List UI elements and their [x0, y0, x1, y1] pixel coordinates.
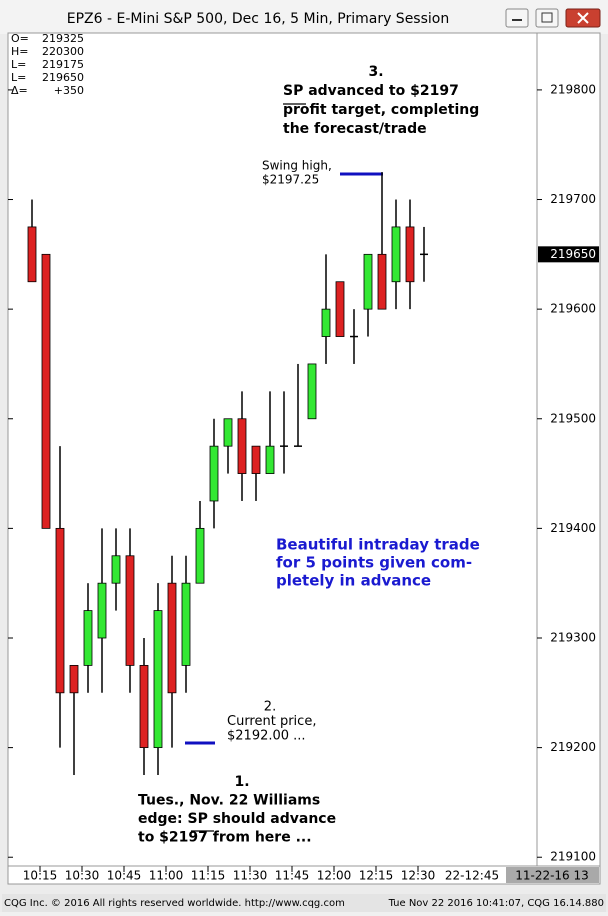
status-bar — [2, 894, 606, 912]
annotation: pletely in advance — [276, 572, 431, 590]
annotation: to $2197 from here ... — [138, 830, 312, 846]
y-tick-label: 219700 — [550, 192, 596, 206]
candle-body — [111, 555, 121, 584]
last-price-label: 219650 — [550, 247, 596, 261]
annotation: the forecast/trade — [283, 121, 427, 137]
time-axis — [7, 865, 601, 885]
candle-body — [41, 253, 51, 529]
x-tick-label: 10:45 — [107, 869, 142, 883]
candle-body — [223, 418, 233, 447]
annotation: $2197.25 — [262, 173, 319, 187]
x-tick-label: 11:45 — [275, 869, 310, 883]
last-price-box — [538, 246, 599, 263]
candle-body — [167, 582, 177, 694]
annotation: $2192.00 ... — [227, 729, 306, 744]
summary-value: 220300 — [42, 45, 84, 58]
annotation: Beautiful intraday trade — [276, 536, 480, 554]
candle-body — [181, 582, 191, 666]
summary-label: O= — [11, 32, 29, 45]
y-tick-label: 219600 — [550, 302, 596, 316]
candle-body — [307, 363, 317, 420]
annotation: profit target, completing — [283, 102, 479, 118]
candle-body — [209, 445, 219, 502]
candle-body — [125, 555, 135, 666]
candle-body — [391, 226, 401, 283]
x-extra-label: 22-12:45 — [445, 869, 499, 883]
candle-body — [251, 445, 261, 474]
x-tick-label: 12:00 — [317, 869, 352, 883]
maximize-button[interactable] — [535, 8, 559, 28]
candle-body — [335, 281, 345, 337]
summary-value: +350 — [54, 84, 84, 97]
candle-body — [195, 527, 205, 584]
candle-body — [97, 582, 107, 639]
summary-label: Δ= — [11, 84, 28, 97]
annotation: 1. — [234, 774, 249, 790]
summary-label: H= — [11, 45, 29, 58]
candle-body — [55, 527, 65, 694]
x-tick-label: 10:15 — [23, 869, 58, 883]
window-title: EPZ6 - E-Mini S&P 500, Dec 16, 5 Min, Pr… — [67, 11, 449, 27]
candle-body — [265, 445, 275, 474]
candle-body — [27, 226, 37, 283]
summary-value: 219175 — [42, 58, 84, 71]
summary-value: 219325 — [42, 32, 84, 45]
candle-body — [153, 610, 163, 749]
annotation: Swing high, — [262, 159, 332, 173]
x-tick-label: 11:30 — [233, 869, 268, 883]
candle-body — [237, 418, 247, 474]
footer-right: Tue Nov 22 2016 10:41:07, CQG 16.14.880 — [388, 898, 604, 909]
annotation: Tues., Nov. 22 Williams — [138, 793, 320, 809]
summary-value: 219650 — [42, 71, 84, 84]
candle-body — [377, 253, 387, 310]
x-tick-label: 12:30 — [401, 869, 436, 883]
x-tick-label: 10:30 — [65, 869, 100, 883]
candle-body — [321, 308, 331, 337]
annotation: 2. — [264, 700, 276, 715]
y-tick-label: 219500 — [550, 411, 596, 425]
candle-body — [405, 226, 415, 283]
y-tick-label: 219400 — [550, 521, 596, 535]
close-icon — [577, 12, 589, 24]
minimize-button[interactable] — [505, 8, 529, 28]
x-tick-label: 12:15 — [359, 869, 394, 883]
x-tick-label: 11:15 — [191, 869, 226, 883]
candle-body — [139, 664, 149, 749]
x-tick-label: 11:00 — [149, 869, 184, 883]
y-tick-label: 219800 — [550, 82, 596, 96]
maximize-icon — [541, 12, 553, 23]
y-tick-label: 219300 — [550, 630, 596, 644]
summary-label: L= — [11, 71, 26, 84]
annotation: 3. — [368, 64, 383, 80]
annotation: Current price, — [227, 714, 316, 729]
y-tick-label: 219100 — [550, 850, 596, 864]
date-label: 11-22-16 13 — [515, 869, 589, 883]
candle-body — [83, 610, 93, 666]
candle-body — [363, 253, 373, 310]
footer-left: CQG Inc. © 2016 All rights reserved worl… — [4, 898, 345, 909]
summary-label: L= — [11, 58, 26, 71]
candle-body — [69, 664, 79, 694]
date-box — [506, 867, 599, 883]
y-tick-label: 219200 — [550, 740, 596, 754]
annotation: edge: SP should advance — [138, 811, 336, 827]
annotation: for 5 points given com- — [276, 554, 472, 572]
annotation: SP advanced to $2197 — [283, 83, 459, 99]
